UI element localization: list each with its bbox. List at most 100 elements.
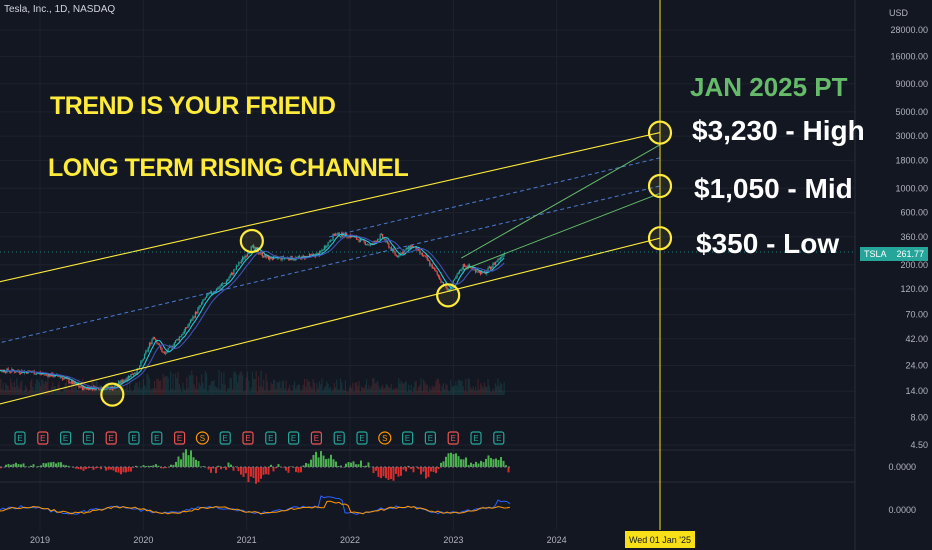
- candle: [321, 250, 323, 252]
- candle: [240, 260, 242, 263]
- candle: [494, 261, 497, 265]
- earnings-marker[interactable]: E: [310, 431, 322, 445]
- price-tick-label: 9000.00: [895, 79, 928, 89]
- candle: [223, 283, 225, 285]
- target-mid-label: $1,050 - Mid: [694, 173, 853, 204]
- earnings-marker[interactable]: E: [59, 431, 72, 445]
- candle: [437, 274, 440, 277]
- candle: [498, 258, 500, 260]
- earnings-marker[interactable]: E: [333, 431, 345, 445]
- earnings-marker[interactable]: E: [424, 431, 436, 445]
- candle: [72, 380, 74, 385]
- svg-text:E: E: [291, 434, 296, 443]
- candle: [471, 267, 473, 270]
- earnings-marker[interactable]: E: [174, 431, 186, 445]
- price-tick-label: 200.00: [900, 260, 928, 270]
- price-tick-label: 28000.00: [890, 25, 928, 35]
- price-axis[interactable]: 28000.00 16000.00 9000.00 5000.00 3000.00 180…: [854, 0, 928, 550]
- candle: [389, 247, 391, 249]
- candle: [239, 262, 241, 264]
- candle: [436, 271, 438, 275]
- candle: [415, 246, 417, 251]
- candle: [178, 336, 180, 341]
- candle: [108, 387, 110, 389]
- candle: [480, 271, 482, 275]
- trend-annotation: TREND IS YOUR FRIEND: [50, 92, 336, 120]
- candle: [364, 241, 366, 245]
- last-price-tag: TSLA 261.77: [860, 247, 928, 261]
- candle: [271, 258, 273, 260]
- candle: [326, 246, 328, 248]
- earnings-marker[interactable]: E: [14, 431, 26, 445]
- svg-text:E: E: [154, 434, 159, 443]
- candle: [197, 308, 199, 314]
- candle: [129, 375, 131, 378]
- price-tick-label: 600.00: [900, 208, 928, 218]
- candle: [105, 386, 107, 389]
- candle: [375, 241, 378, 242]
- candle: [68, 379, 70, 383]
- candle: [181, 334, 183, 337]
- split-marker[interactable]: S: [195, 431, 209, 445]
- candle: [99, 389, 101, 391]
- candle: [325, 246, 327, 248]
- candle: [173, 342, 175, 346]
- earnings-marker[interactable]: E: [151, 431, 163, 445]
- svg-text:E: E: [223, 434, 228, 443]
- candle: [359, 238, 361, 243]
- candle: [310, 254, 312, 255]
- candle: [235, 265, 237, 270]
- osc2-zero-label: 0.0000: [888, 505, 916, 515]
- earnings-marker[interactable]: E: [447, 431, 459, 445]
- earnings-marker[interactable]: E: [242, 431, 254, 445]
- candle: [75, 383, 77, 385]
- earnings-marker[interactable]: E: [128, 431, 140, 445]
- currency-label: USD: [889, 8, 909, 18]
- earnings-marker[interactable]: E: [402, 431, 414, 445]
- price-tick-label: 1000.00: [895, 183, 928, 193]
- candle: [429, 260, 431, 266]
- candle: [298, 256, 301, 258]
- candle: [228, 277, 230, 280]
- target-circle-marker: [100, 382, 125, 407]
- price-tick-label: 4.50: [910, 440, 928, 450]
- candle: [224, 283, 226, 285]
- earnings-marker[interactable]: E: [356, 431, 368, 445]
- earnings-marker[interactable]: E: [265, 431, 277, 445]
- earnings-marker[interactable]: E: [493, 431, 505, 445]
- candle: [210, 291, 213, 294]
- candle: [493, 263, 495, 265]
- candle: [442, 282, 445, 286]
- price-tick-label: 70.00: [905, 310, 928, 320]
- candle: [207, 293, 209, 296]
- time-axis[interactable]: 2019 2020 2021 2022 2023 2024: [30, 535, 567, 545]
- earnings-marker[interactable]: E: [470, 431, 482, 445]
- candle: [43, 373, 45, 375]
- candle: [215, 288, 218, 292]
- candle: [460, 270, 462, 272]
- candle: [266, 256, 268, 258]
- candle: [62, 377, 64, 380]
- earnings-marker[interactable]: E: [82, 431, 95, 445]
- price-tick-label: 1800.00: [895, 155, 928, 165]
- candle: [196, 311, 198, 314]
- svg-text:E: E: [496, 434, 501, 443]
- candle: [367, 244, 369, 246]
- candle: [306, 255, 308, 257]
- candle: [193, 316, 195, 318]
- candle: [261, 252, 263, 257]
- candle: [124, 379, 126, 381]
- candle: [161, 348, 163, 353]
- candle: [410, 245, 412, 249]
- symbol-title[interactable]: Tesla, Inc., 1D, NASDAQ: [4, 4, 116, 15]
- candle: [311, 254, 313, 256]
- candle: [182, 333, 184, 335]
- candle: [81, 386, 84, 390]
- earnings-marker[interactable]: E: [105, 431, 117, 445]
- split-marker[interactable]: S: [378, 431, 392, 445]
- oscillator-panel-2: [0, 495, 511, 515]
- earnings-marker[interactable]: E: [219, 431, 231, 445]
- earnings-marker[interactable]: E: [37, 431, 49, 445]
- earnings-marker[interactable]: E: [288, 431, 300, 445]
